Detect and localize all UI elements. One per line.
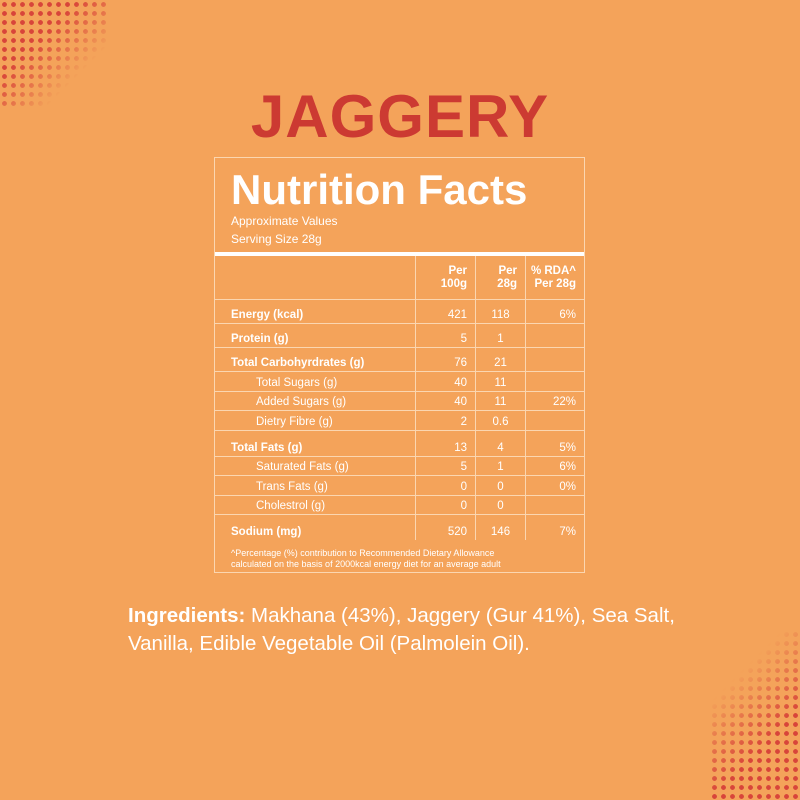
table-row: Dietry Fibre (g) 2 0.6 bbox=[215, 410, 584, 430]
value-rda: 5% bbox=[525, 430, 586, 456]
value-per-28g: 4 bbox=[475, 430, 525, 456]
nutrient-label: Cholestrol (g) bbox=[256, 500, 326, 512]
nutrient-label: Total Sugars (g) bbox=[256, 376, 338, 389]
value-per-28g: 11 bbox=[475, 372, 525, 391]
value-per-28g: 118 bbox=[475, 300, 525, 323]
header-per-28g-line2: 28g bbox=[497, 277, 517, 290]
approximate-values-note: Approximate Values bbox=[231, 214, 338, 228]
value-per-28g: 11 bbox=[475, 391, 525, 410]
header-per-28g-line1: Per bbox=[498, 264, 517, 277]
table-row: Cholestrol (g) 0 0 bbox=[215, 494, 586, 514]
header-per-100g: Per 100g bbox=[415, 256, 475, 299]
rda-footnote-line2: calculated on the basis of 2000kcal ener… bbox=[231, 559, 501, 569]
table-row: Trans Fats (g) 0 0 0% bbox=[215, 475, 584, 495]
nutrient-label: Energy (kcal) bbox=[231, 309, 304, 321]
header-per-28g: Per 28g bbox=[475, 256, 525, 299]
ingredients-text: Makhana (43%), Jaggery (Gur 41%), Sea Sa… bbox=[128, 604, 675, 655]
header-per-100g-line1: Per bbox=[448, 264, 467, 277]
ingredients-label: Ingredients: bbox=[128, 604, 246, 627]
value-rda: 0% bbox=[525, 476, 586, 495]
value-per-100g: 5 bbox=[415, 456, 475, 475]
value-rda bbox=[525, 348, 586, 371]
header-rda-line2: Per 28g bbox=[534, 277, 576, 290]
nutrient-label: Total Carbohyrdrates (g) bbox=[231, 357, 365, 369]
heading-divider bbox=[215, 252, 584, 256]
nutrient-label: Added Sugars (g) bbox=[256, 396, 347, 408]
value-per-100g: 40 bbox=[415, 372, 475, 391]
nutrition-table: Per 100g Per 28g % RDA^ Per 28g Energy (… bbox=[215, 256, 584, 540]
header-nutrient-cell bbox=[215, 256, 415, 299]
value-per-100g: 0 bbox=[415, 476, 475, 495]
table-row: Sodium (mg) 520 146 7% bbox=[215, 514, 584, 540]
header-rda-line1: % RDA^ bbox=[530, 264, 576, 277]
table-row: Protein (g) 5 1 bbox=[215, 323, 584, 347]
table-row: Energy (kcal) 421 118 6% bbox=[215, 299, 584, 323]
table-row: Added Sugars (g) 40 11 22% bbox=[215, 390, 586, 410]
value-rda: 7% bbox=[525, 515, 586, 540]
value-rda: 22% bbox=[525, 391, 586, 410]
value-rda: 6% bbox=[525, 300, 586, 323]
value-per-100g: 5 bbox=[415, 324, 475, 347]
table-header-row: Per 100g Per 28g % RDA^ Per 28g bbox=[215, 256, 584, 299]
value-per-100g: 2 bbox=[415, 411, 475, 430]
value-rda bbox=[525, 411, 586, 430]
table-row: Total Fats (g) 13 4 5% bbox=[215, 429, 586, 456]
value-rda: 6% bbox=[525, 456, 586, 475]
nutrient-label: Protein (g) bbox=[231, 333, 289, 345]
nutrient-label: Trans Fats (g) bbox=[256, 480, 328, 493]
value-per-100g: 13 bbox=[415, 430, 475, 456]
nutrient-label: Total Fats (g) bbox=[231, 441, 303, 454]
value-per-100g: 0 bbox=[415, 495, 475, 514]
nutrient-label: Dietry Fibre (g) bbox=[256, 415, 333, 428]
value-per-28g: 0 bbox=[475, 495, 525, 514]
table-row: Saturated Fats (g) 5 1 6% bbox=[215, 455, 586, 475]
nutrition-facts-panel: Nutrition Facts Approximate Values Servi… bbox=[214, 157, 585, 573]
value-per-100g: 40 bbox=[415, 391, 475, 410]
value-per-100g: 520 bbox=[415, 515, 475, 540]
rda-footnote-line1: ^Percentage (%) contribution to Recommen… bbox=[231, 548, 495, 558]
header-per-100g-line2: 100g bbox=[440, 277, 467, 290]
table-row: Total Sugars (g) 40 11 bbox=[215, 371, 584, 391]
decorative-dots-bottom-right bbox=[710, 630, 800, 800]
nutrition-facts-heading: Nutrition Facts bbox=[231, 166, 528, 213]
value-per-28g: 146 bbox=[475, 515, 525, 540]
value-per-100g: 421 bbox=[415, 300, 475, 323]
ingredients-block: Ingredients: Makhana (43%), Jaggery (Gur… bbox=[128, 602, 708, 658]
value-rda bbox=[525, 372, 586, 391]
value-per-28g: 1 bbox=[475, 324, 525, 347]
rda-footnote: ^Percentage (%) contribution to Recommen… bbox=[231, 548, 578, 570]
value-per-100g: 76 bbox=[415, 348, 475, 371]
serving-size: Serving Size 28g bbox=[231, 232, 322, 246]
value-per-28g: 0.6 bbox=[475, 411, 525, 430]
header-rda: % RDA^ Per 28g bbox=[525, 256, 586, 299]
value-per-28g: 0 bbox=[475, 476, 525, 495]
value-rda bbox=[525, 324, 586, 347]
value-per-28g: 21 bbox=[475, 348, 525, 371]
nutrient-label: Sodium (mg) bbox=[231, 526, 302, 538]
value-per-28g: 1 bbox=[475, 456, 525, 475]
decorative-dots-top-left bbox=[0, 0, 110, 110]
value-rda bbox=[525, 495, 586, 514]
table-row: Total Carbohyrdrates (g) 76 21 bbox=[215, 347, 584, 371]
product-title: JAGGERY bbox=[250, 83, 550, 150]
nutrient-label: Saturated Fats (g) bbox=[256, 461, 349, 473]
